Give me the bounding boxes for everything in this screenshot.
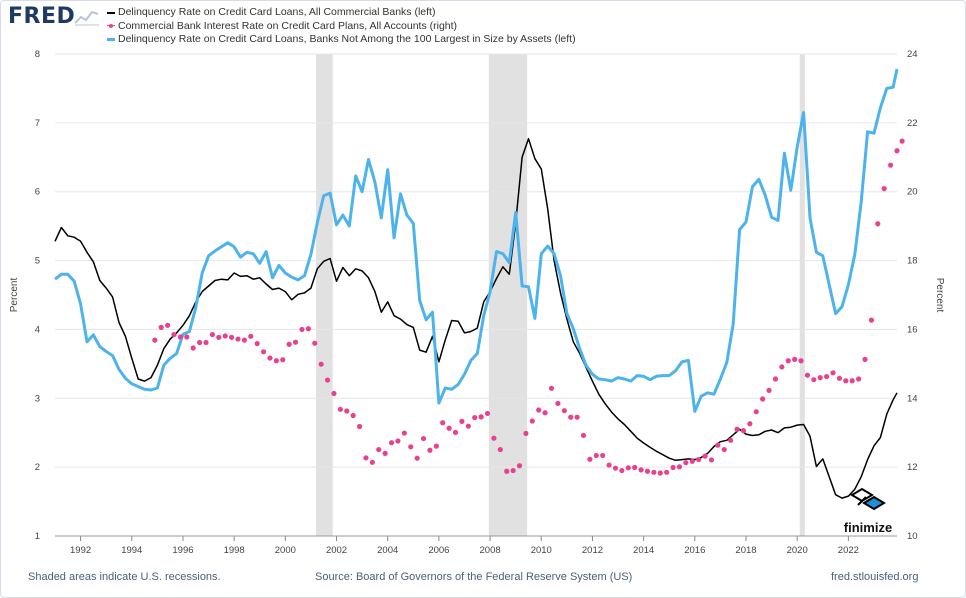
fred-logo[interactable]: FRED (8, 4, 76, 29)
legend-item-series-2[interactable]: Commercial Bank Interest Rate on Credit … (107, 20, 576, 34)
chart-legend: Delinquency Rate on Credit Card Loans, A… (107, 6, 576, 47)
trend-line-icon (74, 10, 99, 26)
legend-label: Commercial Bank Interest Rate on Credit … (118, 19, 458, 32)
recession-note: Shaded areas indicate U.S. recessions. (28, 571, 221, 583)
legend-label: Delinquency Rate on Credit Card Loans, A… (118, 6, 436, 18)
legend-swatch-blue-line (107, 38, 115, 42)
legend-label: Delinquency Rate on Credit Card Loans, B… (118, 33, 576, 45)
legend-item-series-3[interactable]: Delinquency Rate on Credit Card Loans, B… (107, 33, 576, 47)
legend-swatch-pink-dot (107, 22, 115, 30)
source-note: Source: Board of Governors of the Federa… (315, 571, 633, 583)
legend-item-series-1[interactable]: Delinquency Rate on Credit Card Loans, A… (107, 6, 576, 20)
fred-url-link[interactable]: fred.stlouisfed.org (831, 571, 919, 583)
legend-swatch-black-line (107, 11, 115, 14)
